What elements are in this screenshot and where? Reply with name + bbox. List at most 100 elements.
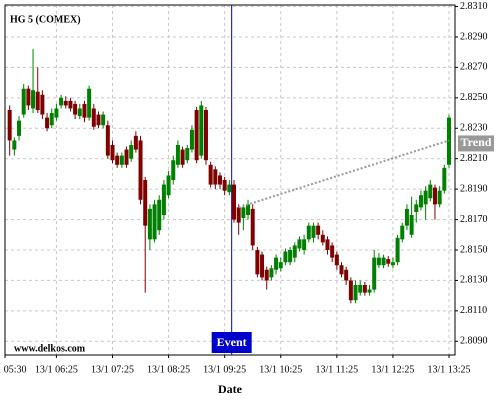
x-tick-label: 13/1 11:25 (315, 364, 358, 375)
candle-body (138, 140, 143, 200)
candle-body (222, 180, 227, 191)
event-label: Event (217, 335, 247, 349)
x-tick-label: 13/1 13:25 (427, 364, 470, 375)
candle-body (302, 239, 307, 250)
candle-body (325, 239, 330, 250)
candle-body (63, 100, 68, 106)
y-tick-label: 2.8310 (460, 1, 488, 12)
candle-body (7, 110, 12, 141)
candle-body (278, 262, 283, 269)
candle-body (344, 269, 349, 281)
candle-body (348, 280, 353, 301)
y-tick-label: 2.8190 (460, 183, 488, 194)
candle-body (437, 190, 442, 205)
candle-body (105, 125, 110, 156)
candle-body (49, 113, 54, 126)
y-tick-label: 2.8230 (460, 123, 488, 134)
candle-body (386, 259, 391, 264)
candle-body (59, 97, 64, 106)
candle-body (152, 204, 157, 240)
candle-body (17, 120, 22, 136)
trend-line (238, 139, 450, 209)
candle-body (185, 148, 190, 161)
y-tick-label: 2.8150 (460, 244, 488, 255)
x-tick-label: 13/1 07:25 (91, 364, 134, 375)
candle-body (442, 167, 447, 191)
candle-body (316, 225, 321, 235)
x-tick-label: 13/1 08:25 (147, 364, 190, 375)
candle-body (236, 207, 241, 223)
x-tick-label: 13/1 09:25 (203, 364, 246, 375)
x-tick-label: 13/1 06:25 (35, 364, 78, 375)
candle-body (292, 245, 297, 258)
candle-body (353, 285, 358, 301)
candle-body (147, 208, 152, 240)
candle-body (110, 145, 115, 161)
plot-frame (4, 4, 456, 356)
source-label: www.delkos.com (14, 343, 86, 354)
candle-body (400, 225, 405, 240)
y-tick-label: 2.8110 (460, 305, 487, 316)
candle-body (77, 108, 82, 117)
candle-body (432, 187, 437, 205)
candle-body (358, 285, 363, 293)
candle-body (40, 94, 45, 115)
candle-body (161, 184, 166, 215)
candle-body (82, 103, 87, 118)
y-tick-label: 2.8210 (460, 153, 488, 164)
candle-body (250, 208, 255, 246)
candle-body (255, 250, 260, 275)
y-tick-label: 2.8250 (460, 92, 488, 103)
candle-body (91, 108, 96, 127)
y-tick-label: 2.8290 (460, 31, 488, 42)
candle-body (264, 269, 269, 281)
candle-body (306, 225, 311, 240)
candle-body (320, 234, 325, 243)
candle-body (175, 145, 180, 165)
candle-body (423, 190, 428, 205)
candle-body (404, 208, 409, 226)
candle-body (31, 90, 36, 109)
candle-body (180, 149, 185, 165)
candle-body (418, 195, 423, 208)
candle-body (54, 108, 59, 118)
candle-body (203, 110, 208, 161)
candle-body (124, 149, 129, 165)
candle-body (260, 254, 265, 278)
candle-body (339, 265, 344, 275)
candle-body (297, 239, 302, 249)
candle-body (362, 285, 367, 293)
candle-body (171, 160, 176, 180)
candle-body (208, 164, 213, 185)
candle-body (129, 145, 134, 159)
candle-body (115, 155, 120, 165)
candle-body (246, 204, 251, 215)
candle-body (376, 257, 381, 266)
candle-body (227, 184, 232, 193)
candle-body (45, 117, 50, 129)
candle-body (87, 88, 92, 118)
candle-body (269, 268, 274, 278)
candle-body (26, 88, 31, 106)
candle-body (157, 199, 162, 231)
event-box (211, 332, 252, 353)
candle-body (189, 129, 194, 150)
y-tick-label: 2.8090 (460, 336, 488, 347)
x-tick-label: 13/1 05:30 (0, 364, 27, 375)
candle-body (390, 262, 395, 266)
candle-body (330, 245, 335, 258)
trend-label: Trend (461, 135, 492, 149)
candle-body (119, 155, 124, 165)
candle-body (199, 105, 204, 156)
candle-body (73, 103, 78, 115)
candle-body (274, 257, 279, 270)
candle-body (381, 257, 386, 266)
x-tick-label: 13/1 12:25 (371, 364, 414, 375)
y-tick-label: 2.8270 (460, 62, 488, 73)
candle-body (194, 110, 199, 161)
candle-body (311, 225, 316, 238)
trend-box (458, 135, 494, 152)
candle-body (372, 257, 377, 290)
x-axis-label: Date (218, 382, 243, 396)
